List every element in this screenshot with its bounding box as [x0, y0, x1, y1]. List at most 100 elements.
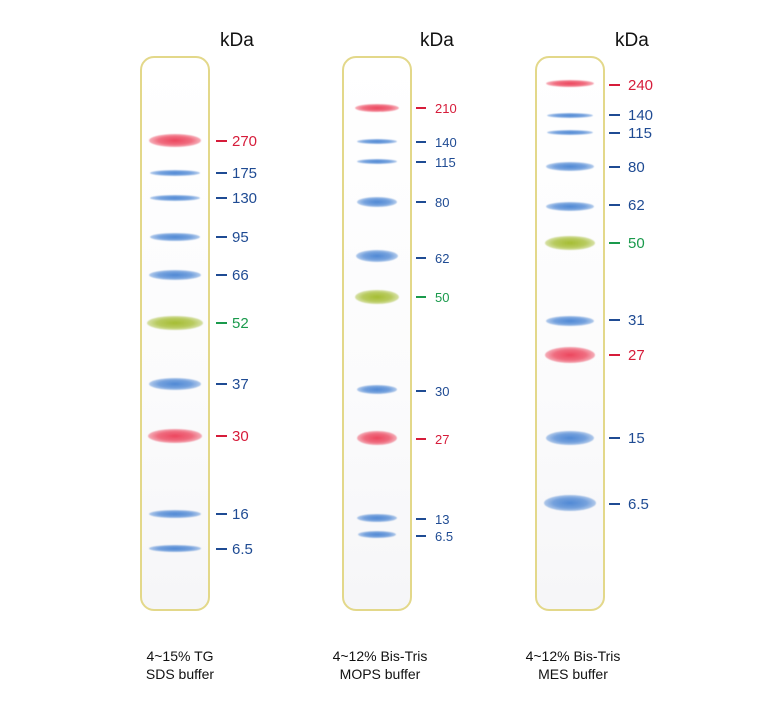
marker-label: 27: [435, 431, 450, 447]
marker-tick: [609, 242, 620, 244]
marker-tick: [416, 161, 426, 163]
marker-label: 30: [232, 427, 249, 445]
marker-tick: [216, 513, 227, 515]
marker-tick: [609, 319, 620, 321]
protein-band: [546, 130, 593, 135]
marker-tick: [609, 84, 620, 86]
gel-condition-caption: 4~15% TG SDS buffer: [95, 647, 265, 683]
marker-tick: [216, 383, 227, 385]
protein-band: [354, 289, 399, 304]
marker-tick: [416, 518, 426, 520]
marker-tick: [216, 236, 227, 238]
gel-condition-caption: 4~12% Bis-Tris MES buffer: [488, 647, 658, 683]
buffer-text: SDS buffer: [145, 666, 215, 682]
marker-tick: [416, 296, 426, 298]
marker-tick: [416, 141, 426, 143]
protein-band: [544, 346, 595, 363]
marker-tick: [416, 390, 426, 392]
protein-band: [356, 196, 397, 207]
protein-band: [148, 377, 201, 390]
gel-condition-caption: 4~12% Bis-Tris MOPS buffer: [295, 647, 465, 683]
protein-band: [356, 139, 397, 144]
marker-tick: [416, 535, 426, 537]
protein-band: [356, 159, 397, 164]
protein-band: [545, 430, 594, 445]
marker-label: 62: [628, 196, 645, 214]
protein-band: [545, 202, 594, 211]
marker-tick: [216, 172, 227, 174]
marker-label: 115: [628, 124, 652, 142]
marker-tick: [416, 257, 426, 259]
protein-band: [545, 162, 594, 171]
gel-lane: [140, 56, 210, 611]
marker-tick: [416, 107, 426, 109]
marker-label: 95: [232, 228, 249, 246]
protein-band: [356, 513, 397, 522]
marker-label: 140: [628, 106, 654, 124]
protein-band: [149, 169, 200, 176]
marker-tick: [609, 132, 620, 134]
marker-label: 50: [435, 289, 450, 305]
marker-label: 13: [435, 511, 450, 527]
protein-band: [148, 509, 201, 518]
marker-tick: [216, 140, 227, 142]
buffer-text: MES buffer: [538, 666, 608, 682]
marker-label: 31: [628, 311, 645, 329]
protein-band: [147, 428, 202, 443]
kda-unit-label: kDa: [220, 30, 254, 51]
gel-type-text: 4~15% TG: [146, 648, 214, 664]
gel-type-text: 4~12% Bis-Tris: [525, 648, 621, 664]
marker-tick: [609, 166, 620, 168]
marker-tick: [609, 114, 620, 116]
protein-band: [356, 430, 397, 445]
gel-lane: [535, 56, 605, 611]
marker-label: 62: [435, 250, 450, 266]
buffer-text: MOPS buffer: [339, 666, 421, 682]
protein-band: [356, 385, 397, 394]
protein-band: [149, 194, 200, 201]
marker-label: 175: [232, 164, 258, 182]
protein-band: [355, 249, 398, 262]
marker-tick: [216, 548, 227, 550]
marker-tick: [216, 274, 227, 276]
protein-band: [148, 134, 201, 147]
marker-label: 52: [232, 314, 249, 332]
marker-label: 27: [628, 346, 645, 364]
protein-band: [149, 232, 200, 241]
marker-label: 240: [628, 76, 654, 94]
marker-label: 140: [435, 134, 457, 150]
protein-band: [357, 531, 396, 538]
kda-unit-label: kDa: [420, 30, 454, 51]
protein-band: [148, 269, 201, 280]
marker-label: 50: [628, 234, 645, 252]
protein-band: [545, 80, 594, 87]
marker-label: 80: [628, 158, 645, 176]
marker-tick: [609, 204, 620, 206]
gel-lane: [342, 56, 412, 611]
marker-label: 6.5: [628, 495, 649, 513]
marker-label: 210: [435, 100, 457, 116]
marker-label: 37: [232, 375, 249, 393]
marker-tick: [416, 438, 426, 440]
marker-tick: [609, 503, 620, 505]
marker-tick: [216, 197, 227, 199]
protein-band: [354, 103, 399, 112]
marker-label: 6.5: [232, 540, 253, 558]
marker-label: 66: [232, 266, 249, 284]
marker-label: 6.5: [435, 528, 454, 544]
protein-band: [546, 113, 593, 118]
gel-type-text: 4~12% Bis-Tris: [332, 648, 428, 664]
marker-tick: [609, 437, 620, 439]
marker-label: 80: [435, 194, 450, 210]
protein-band: [543, 494, 596, 511]
protein-band: [146, 315, 203, 330]
marker-label: 15: [628, 429, 645, 447]
marker-tick: [216, 435, 227, 437]
marker-label: 115: [435, 154, 456, 170]
marker-label: 130: [232, 189, 258, 207]
protein-band: [544, 235, 595, 250]
protein-band: [545, 315, 594, 326]
marker-tick: [216, 322, 227, 324]
marker-tick: [609, 354, 620, 356]
marker-label: 270: [232, 132, 258, 150]
